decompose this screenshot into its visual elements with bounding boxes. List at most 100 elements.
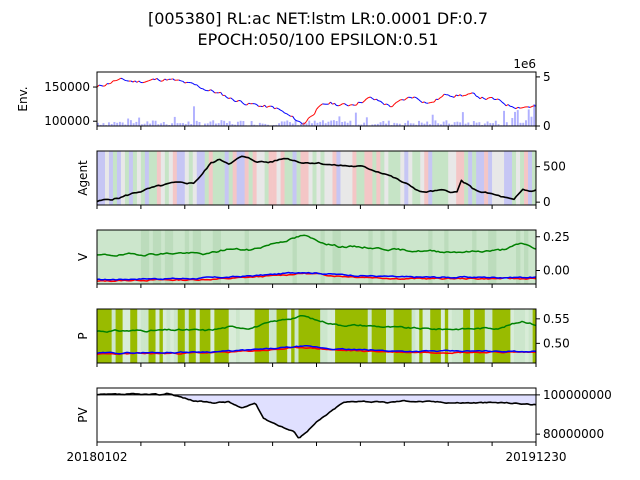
volume-bar [332, 120, 335, 126]
price-segment [164, 78, 168, 81]
price-segment [412, 96, 415, 99]
volume-bar [267, 124, 270, 126]
volume-bar [420, 122, 423, 126]
p-stripe [331, 309, 336, 363]
volume-bar [206, 123, 209, 126]
volume-bar [418, 120, 420, 126]
price-segment [402, 99, 405, 101]
action-stripe [192, 151, 198, 205]
action-stripe [528, 151, 533, 205]
volume-bar [113, 121, 116, 126]
price-segment [280, 109, 283, 112]
action-stripe [188, 151, 194, 205]
v-stripe [140, 230, 146, 284]
price-segment [384, 103, 387, 106]
action-stripe [328, 151, 333, 205]
y-axis-label: V [76, 252, 90, 261]
p-stripe [250, 309, 255, 363]
volume-bar [264, 123, 267, 126]
price-segment [136, 80, 140, 83]
volume-bar [184, 124, 187, 126]
action-stripe [304, 151, 309, 205]
p-stripe [126, 309, 131, 363]
price-segment [406, 96, 409, 100]
volume-bar [234, 124, 237, 126]
volume-bar [407, 120, 409, 126]
volume-bar [335, 121, 338, 126]
figure-title-line2: EPOCH:050/100 EPSILON:0.51 [197, 30, 438, 49]
action-stripe [180, 151, 186, 205]
action-stripe [372, 151, 377, 205]
volume-bar [530, 116, 533, 126]
volume-bar [283, 121, 286, 126]
y-tick-label: 0.00 [543, 264, 570, 278]
price-segment [481, 96, 485, 99]
p-stripe [137, 309, 142, 363]
volume-bar [138, 117, 141, 126]
v-panel: 0.00 0.25 V [76, 229, 570, 288]
volume-bar [190, 124, 193, 126]
volume-bar [374, 124, 377, 126]
price-segment [511, 106, 515, 109]
p-stripe [510, 309, 515, 363]
volume-bar [294, 120, 297, 126]
volume-bar [522, 122, 525, 126]
volume-bar [354, 112, 357, 126]
price-segment [380, 100, 383, 104]
action-stripe [120, 151, 126, 205]
v-stripe [492, 230, 497, 284]
volume-bar [162, 121, 165, 126]
price-segment [132, 80, 136, 83]
volume-bar [505, 122, 508, 126]
v-stripe [168, 230, 174, 284]
volume-bar [412, 123, 415, 126]
volume-bar [305, 123, 308, 126]
volume-bar [434, 120, 437, 126]
volume-bar [492, 123, 495, 126]
volume-bar [97, 122, 99, 126]
price-segment [130, 80, 134, 83]
price-segment [144, 80, 148, 83]
volume-bar [129, 120, 132, 126]
price-segment [391, 103, 395, 107]
volume-bar [442, 121, 445, 126]
price-segment [248, 102, 251, 105]
volume-bar [448, 123, 451, 126]
action-stripe [144, 151, 150, 205]
volume-bar [376, 123, 379, 126]
p-stripe [184, 309, 189, 363]
volume-bar [459, 122, 462, 126]
p-stripe [236, 309, 240, 363]
volume-bar [286, 120, 289, 126]
action-stripe [204, 151, 210, 205]
price-segment [362, 100, 365, 104]
action-stripe [320, 151, 325, 205]
volume-bar [409, 123, 412, 126]
price-segment [134, 80, 138, 83]
p-sell-line [96, 344, 537, 355]
action-stripe [336, 151, 341, 205]
volume-bar [398, 123, 401, 126]
p-stripe [470, 309, 475, 363]
price-segment [334, 103, 337, 106]
volume-bar [483, 123, 486, 126]
price-segment [118, 77, 122, 80]
figure-title-line1: [005380] RL:ac NET:lstm LR:0.0001 DF:0.7 [148, 9, 488, 28]
action-stripe [360, 151, 365, 205]
price-segment [114, 79, 118, 82]
action-stripe [108, 151, 114, 205]
action-stripe [308, 151, 313, 205]
price-segment [240, 100, 244, 104]
volume-bar [107, 122, 110, 126]
volume-bar [343, 121, 346, 126]
action-stripe [524, 151, 529, 205]
volume-bar [187, 121, 190, 126]
action-stripe [452, 151, 457, 205]
price-segment [166, 78, 170, 81]
price-segment [344, 103, 347, 106]
y-tick-label: 0.25 [543, 230, 570, 244]
price-segment [316, 106, 319, 110]
price-segment [292, 115, 296, 120]
price-segment [441, 93, 445, 97]
price-segment [224, 95, 228, 98]
